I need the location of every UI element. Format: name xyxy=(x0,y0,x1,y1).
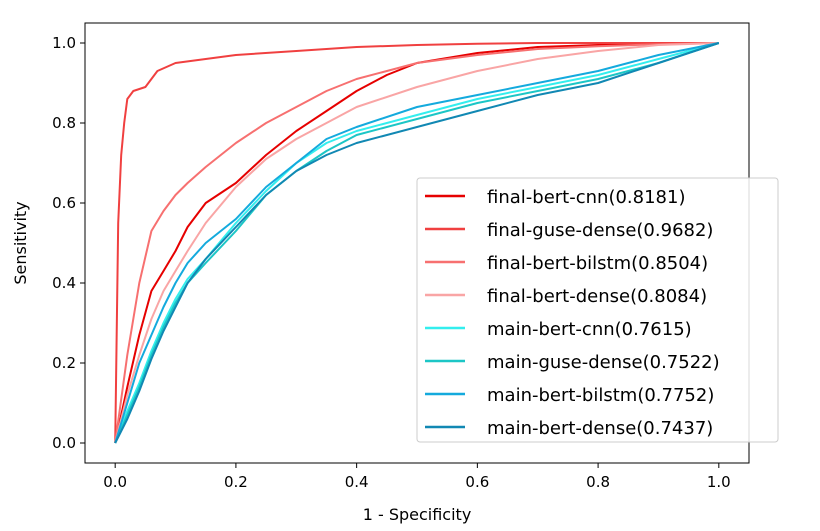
y-tick-label: 0.8 xyxy=(52,114,76,132)
x-tick-label: 0.0 xyxy=(103,473,127,491)
legend-label: final-bert-cnn(0.8181) xyxy=(487,187,685,208)
x-tick-label: 0.6 xyxy=(465,473,489,491)
x-axis-ticks: 0.0 0.2 0.4 0.6 0.8 1.0 xyxy=(103,463,731,491)
legend-label: main-bert-bilstm(0.7752) xyxy=(487,385,714,406)
y-axis-ticks: 0.0 0.2 0.4 0.6 0.8 1.0 xyxy=(52,34,85,452)
roc-curve-1 xyxy=(114,42,719,444)
roc-curve-4 xyxy=(114,42,719,444)
x-axis-label: 1 - Specificity xyxy=(363,505,472,524)
y-tick-label: 0.6 xyxy=(52,194,76,212)
roc-curve-2 xyxy=(114,42,719,444)
roc-curve-3 xyxy=(114,42,719,444)
legend-label: final-bert-dense(0.8084) xyxy=(487,286,707,307)
y-axis-label: Sensitivity xyxy=(11,201,30,284)
y-tick-label: 0.4 xyxy=(52,274,76,292)
legend-label: main-bert-dense(0.7437) xyxy=(487,418,713,439)
x-tick-label: 0.8 xyxy=(586,473,610,491)
roc-curve-7 xyxy=(114,42,719,444)
legend-label: final-bert-bilstm(0.8504) xyxy=(487,253,708,274)
roc-curve-8 xyxy=(114,42,720,444)
roc-curves xyxy=(114,42,720,444)
legend-label: main-guse-dense(0.7522) xyxy=(487,352,720,373)
legend: final-bert-cnn(0.8181) final-guse-dense(0… xyxy=(416,177,779,443)
x-tick-label: 0.4 xyxy=(345,473,369,491)
roc-curve-5 xyxy=(114,42,720,444)
x-tick-label: 0.2 xyxy=(224,473,248,491)
x-tick-label: 1.0 xyxy=(707,473,731,491)
y-tick-label: 0.0 xyxy=(52,434,76,452)
y-tick-label: 0.2 xyxy=(52,354,76,372)
legend-box xyxy=(416,177,779,443)
y-tick-label: 1.0 xyxy=(52,34,76,52)
legend-label: final-guse-dense(0.9682) xyxy=(487,220,713,241)
legend-label: main-bert-cnn(0.7615) xyxy=(487,319,692,340)
